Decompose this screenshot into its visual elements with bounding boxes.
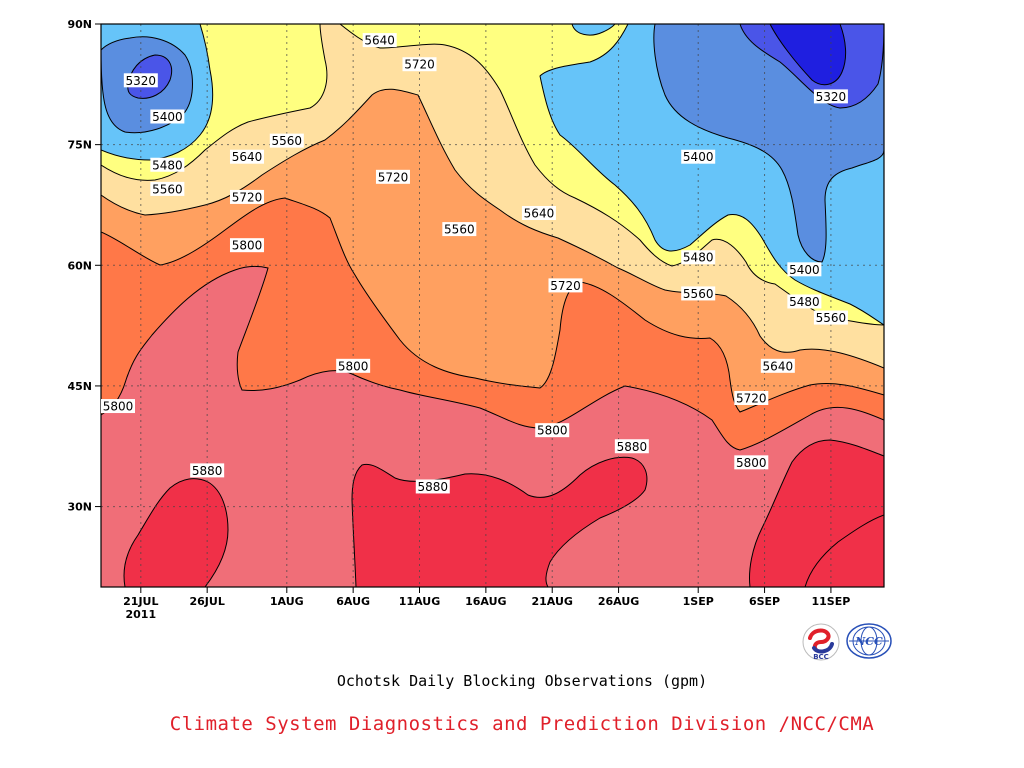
plot-frame <box>100 23 885 588</box>
x-tick-label: 11SEP <box>812 595 851 608</box>
band-above-5880-west <box>123 478 229 587</box>
contour-label-bg <box>150 181 185 196</box>
x-tick-label: 21AUG <box>531 595 572 608</box>
contour-label-bg <box>229 189 264 204</box>
contour-label: 5560 <box>683 287 714 301</box>
contour-label: 5880 <box>418 480 449 494</box>
contour-label: 5640 <box>524 207 555 221</box>
contour-label-bg <box>150 157 185 172</box>
contour-label: 5560 <box>444 223 475 237</box>
contour-label: 5720 <box>232 190 263 204</box>
contour-label-bg <box>681 149 716 164</box>
bcc-logo-icon: BCC <box>802 623 840 661</box>
contour-label: 5400 <box>789 263 820 277</box>
y-axis: 30N 45N 60N 75N 90N <box>67 18 101 514</box>
contour-label-bg <box>787 262 822 277</box>
contour-label-bg <box>415 479 450 494</box>
x-sub-label: 2011 <box>126 608 157 621</box>
contour-label-bg <box>190 463 225 478</box>
contour-label: 5880 <box>192 464 223 478</box>
contour-label: 5800 <box>232 239 263 253</box>
contour-label-bg <box>402 57 437 72</box>
contour-label: 5640 <box>364 34 395 48</box>
contour-label: 5640 <box>232 150 263 164</box>
contour-labels: 5320 5400 5480 5560 5640 5560 5720 5800 5640 5720… <box>101 33 848 494</box>
contour-label-bg <box>123 73 158 88</box>
contour-label-bg <box>336 358 371 373</box>
x-tick-label: 16AUG <box>465 595 506 608</box>
contour-label-bg <box>375 169 410 184</box>
x-tick-label: 1SEP <box>683 595 714 608</box>
contour-label-bg <box>760 358 795 373</box>
contour-label: 5480 <box>789 295 820 309</box>
contour-label: 5560 <box>816 311 847 325</box>
contour-label-bg <box>813 310 848 325</box>
contour-label-bg <box>681 286 716 301</box>
contour-label-bg <box>521 206 556 221</box>
org-credit: Climate System Diagnostics and Predictio… <box>169 713 875 735</box>
y-tick-label: 30N <box>67 501 92 514</box>
x-tick-label: 6SEP <box>749 595 780 608</box>
x-tick-label: 6AUG <box>336 595 370 608</box>
y-tick-label: 75N <box>67 139 92 152</box>
contour-label-bg <box>229 238 264 253</box>
contour-label: 5320 <box>816 90 847 104</box>
contour-label: 5560 <box>152 182 183 196</box>
contour-label-bg <box>362 33 397 48</box>
band-above-5880-east-inner <box>804 514 884 587</box>
contour-label: 5480 <box>683 251 714 265</box>
contour-label: 5320 <box>126 74 157 88</box>
y-tick-label: 90N <box>67 18 92 31</box>
contour-label: 5800 <box>736 456 767 470</box>
x-tick-label: 26JUL <box>189 595 224 608</box>
contour-label-bg <box>535 423 570 438</box>
contour-label-bg <box>734 455 769 470</box>
contour-label: 5560 <box>272 134 303 148</box>
contour-label-bg <box>787 294 822 309</box>
contour-label: 5800 <box>103 400 134 414</box>
y-tick-label: 45N <box>67 380 92 393</box>
x-tick-label: 21JUL <box>123 595 158 608</box>
contour-label: 5400 <box>683 150 714 164</box>
x-tick-label: 26AUG <box>598 595 639 608</box>
contour-label: 5400 <box>152 110 183 124</box>
contour-label-bg <box>269 133 304 148</box>
chart-title: Ochotsk Daily Blocking Observations (gpm… <box>336 672 708 690</box>
bcc-logo-text: BCC <box>813 653 829 661</box>
contour-label: 5800 <box>338 359 369 373</box>
contour-label-bg <box>101 399 135 414</box>
band-below-5240 <box>769 24 847 86</box>
contour-label-bg <box>614 439 649 454</box>
x-tick-label: 1AUG <box>270 595 304 608</box>
contour-label: 5720 <box>378 170 409 184</box>
contour-label-bg <box>548 278 583 293</box>
contour-label-bg <box>813 89 848 104</box>
contour-label: 5720 <box>736 391 767 405</box>
contour-label-bg <box>442 222 477 237</box>
contour-label: 5720 <box>550 279 581 293</box>
y-tick-label: 60N <box>67 259 92 272</box>
band-above-5880-east <box>749 439 884 587</box>
contour-label: 5480 <box>152 158 183 172</box>
contour-label-bg <box>229 149 264 164</box>
contour-label: 5880 <box>617 440 648 454</box>
contour-label: 5800 <box>537 424 568 438</box>
contour-label: 5640 <box>763 359 794 373</box>
contour-label-bg <box>734 390 769 405</box>
contour-fill-layer <box>101 24 884 587</box>
ncc-logo-icon: NCC <box>846 623 892 659</box>
contour-label: 5720 <box>404 58 435 72</box>
ncc-logo-text: NCC <box>854 635 883 648</box>
x-tick-label: 11AUG <box>399 595 440 608</box>
contour-label-bg <box>150 109 185 124</box>
contour-label-bg <box>681 250 716 265</box>
